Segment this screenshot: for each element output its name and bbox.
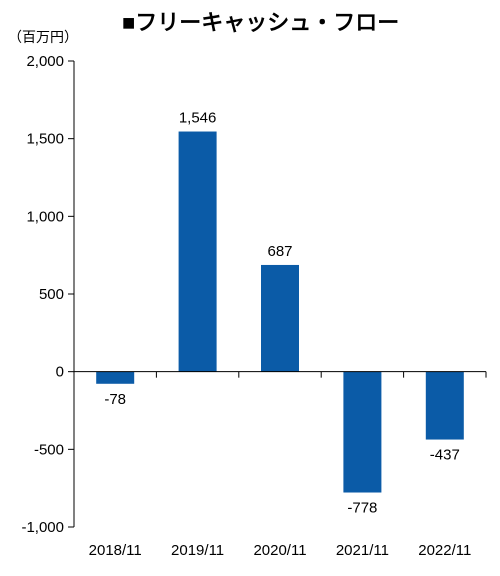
bar-2021-11 xyxy=(343,371,382,493)
data-labels: -78 1,546 687 -778 -437 xyxy=(104,110,459,517)
y-tick-label: 500 xyxy=(39,286,64,303)
x-tick-label: 2021/11 xyxy=(336,542,389,559)
chart-title: ■フリーキャッシュ・フロー xyxy=(122,10,399,35)
y-tick-label: 0 xyxy=(56,364,64,381)
bars xyxy=(96,131,464,493)
data-label: 687 xyxy=(267,243,292,260)
x-axis: 2018/11 2019/11 2020/11 2021/11 2022/11 xyxy=(73,371,487,559)
bar-2020-11 xyxy=(261,264,299,372)
bar-2018-11 xyxy=(96,371,135,384)
x-tick-label: 2018/11 xyxy=(89,542,142,559)
y-axis: 2,000 1,500 1,000 500 0 -500 -1,000 xyxy=(21,53,75,536)
x-tick-label: 2020/11 xyxy=(253,542,306,559)
bar-2019-11 xyxy=(178,131,217,372)
y-tick-label: 2,000 xyxy=(26,53,64,70)
x-tick-label: 2022/11 xyxy=(418,542,471,559)
data-label: -437 xyxy=(430,447,460,464)
x-tick-label: 2019/11 xyxy=(171,542,224,559)
data-label: -778 xyxy=(347,500,377,517)
data-label: 1,546 xyxy=(179,110,217,127)
y-unit-label: （百万円） xyxy=(8,29,78,45)
y-tick-label: -1,000 xyxy=(21,519,64,536)
y-tick-label: -500 xyxy=(34,441,64,458)
y-tick-label: 1,000 xyxy=(26,208,64,225)
data-label: -78 xyxy=(104,391,126,408)
y-tick-label: 1,500 xyxy=(26,131,64,148)
bar-2022-11 xyxy=(425,371,464,440)
